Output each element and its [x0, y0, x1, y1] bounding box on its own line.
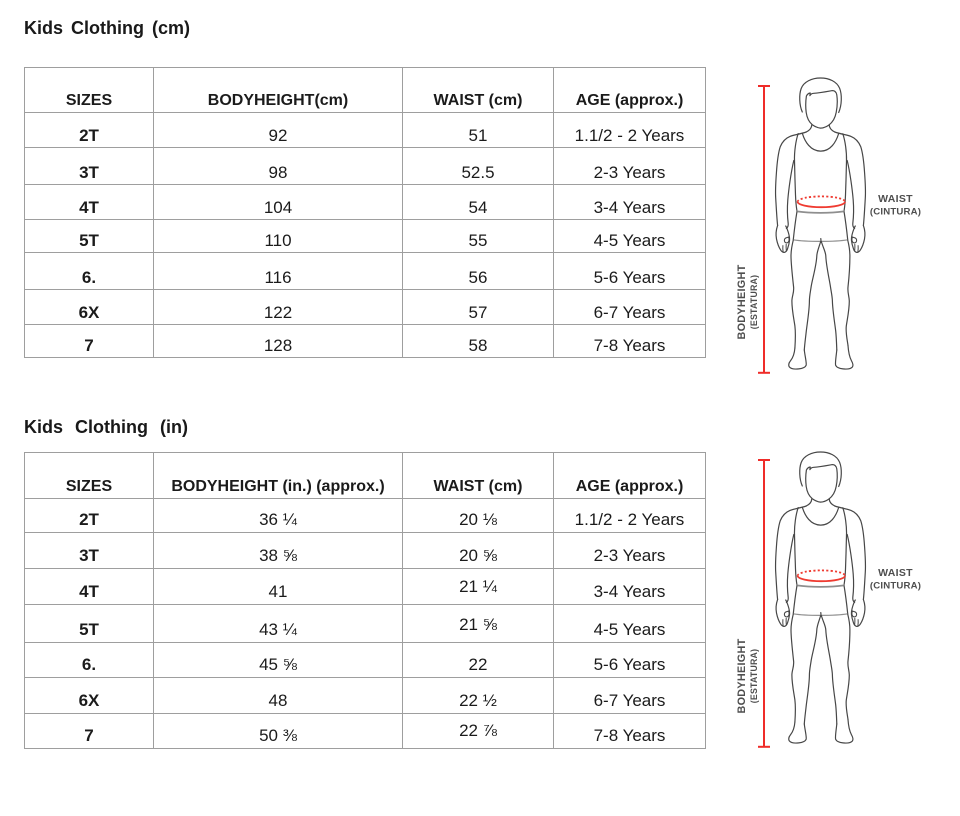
- svg-text:(CINTURA): (CINTURA): [870, 206, 921, 217]
- svg-text:(ESTATURA): (ESTATURA): [749, 275, 759, 329]
- svg-text:WAIST: WAIST: [878, 193, 913, 205]
- svg-text:BODYHEIGHT: BODYHEIGHT: [736, 264, 748, 339]
